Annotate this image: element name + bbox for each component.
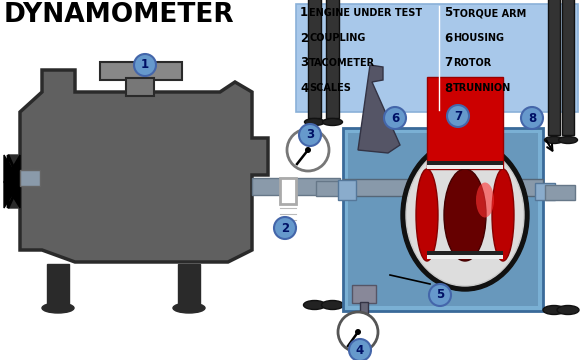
Text: 1: 1: [300, 6, 308, 19]
Text: ENGINE UNDER TEST: ENGINE UNDER TEST: [309, 8, 422, 18]
Ellipse shape: [557, 306, 579, 315]
Ellipse shape: [303, 301, 325, 310]
Bar: [427, 255, 503, 259]
Bar: [562, 0, 574, 135]
Bar: [280, 178, 296, 204]
Bar: [548, 0, 560, 135]
Bar: [360, 302, 368, 316]
Bar: [427, 165, 503, 169]
Ellipse shape: [401, 139, 529, 291]
Text: DYNAMOMETER: DYNAMOMETER: [4, 2, 235, 28]
Ellipse shape: [476, 183, 494, 217]
Text: TORQUE ARM: TORQUE ARM: [453, 8, 526, 18]
Text: 3: 3: [306, 129, 314, 141]
Text: 4: 4: [300, 81, 308, 94]
Text: 6: 6: [444, 31, 452, 45]
Text: 4: 4: [356, 343, 364, 356]
Polygon shape: [20, 70, 268, 262]
Text: 3: 3: [300, 57, 308, 69]
Text: 2: 2: [281, 221, 289, 234]
Text: 1: 1: [141, 58, 149, 72]
Ellipse shape: [444, 169, 486, 261]
Bar: [343, 179, 543, 196]
Ellipse shape: [321, 301, 343, 310]
Bar: [427, 77, 503, 169]
Polygon shape: [4, 155, 20, 208]
Text: 7: 7: [454, 109, 462, 122]
Bar: [427, 161, 503, 167]
Ellipse shape: [322, 118, 342, 126]
Text: TACOMETER: TACOMETER: [309, 58, 375, 68]
Bar: [20, 170, 40, 186]
Ellipse shape: [416, 169, 438, 261]
Ellipse shape: [559, 136, 577, 144]
Bar: [545, 185, 575, 200]
Text: 6: 6: [391, 112, 399, 125]
Text: 2: 2: [300, 31, 308, 45]
Circle shape: [274, 217, 296, 239]
Bar: [100, 62, 182, 80]
Bar: [338, 180, 356, 200]
Bar: [316, 181, 346, 196]
Text: HOUSING: HOUSING: [453, 33, 504, 43]
Ellipse shape: [492, 169, 514, 261]
Circle shape: [447, 105, 469, 127]
Text: 8: 8: [444, 81, 452, 94]
Ellipse shape: [543, 306, 565, 315]
Bar: [352, 285, 376, 303]
Text: 7: 7: [444, 57, 452, 69]
Polygon shape: [8, 155, 20, 208]
Text: 8: 8: [528, 112, 536, 125]
Bar: [427, 251, 503, 257]
Bar: [126, 78, 154, 96]
Circle shape: [287, 129, 329, 171]
Text: 5: 5: [444, 6, 452, 19]
Ellipse shape: [173, 303, 205, 313]
Polygon shape: [358, 65, 400, 153]
Bar: [252, 178, 340, 195]
Ellipse shape: [304, 118, 325, 126]
Bar: [535, 183, 555, 200]
Ellipse shape: [545, 136, 563, 144]
Circle shape: [429, 284, 451, 306]
Circle shape: [349, 339, 371, 360]
Bar: [178, 264, 200, 304]
Text: ROTOR: ROTOR: [453, 58, 491, 68]
Polygon shape: [8, 155, 20, 208]
Text: COUPLING: COUPLING: [309, 33, 365, 43]
Bar: [47, 264, 69, 304]
Circle shape: [338, 312, 378, 352]
Circle shape: [305, 147, 311, 153]
Text: 5: 5: [436, 288, 444, 302]
Circle shape: [355, 329, 361, 335]
Circle shape: [521, 107, 543, 129]
Circle shape: [134, 54, 156, 76]
Bar: [308, 0, 321, 118]
Ellipse shape: [406, 144, 524, 286]
Text: TRUNNION: TRUNNION: [453, 83, 511, 93]
FancyBboxPatch shape: [296, 4, 578, 112]
Circle shape: [7, 177, 17, 187]
Text: SCALES: SCALES: [309, 83, 351, 93]
Polygon shape: [4, 155, 20, 208]
Circle shape: [384, 107, 406, 129]
Bar: [348, 133, 538, 306]
Bar: [326, 0, 339, 118]
Ellipse shape: [42, 303, 74, 313]
Circle shape: [299, 124, 321, 146]
Bar: [343, 128, 543, 311]
